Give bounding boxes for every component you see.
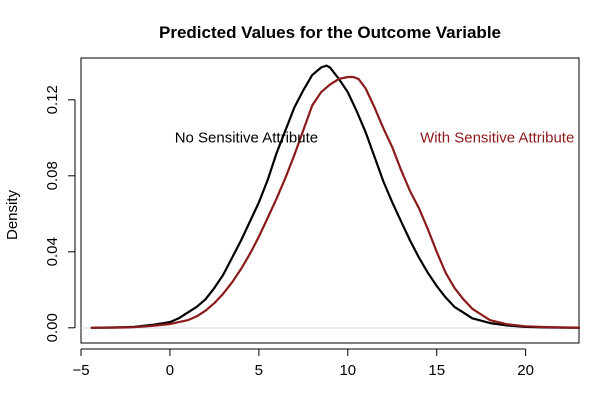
annotation-layer: No Sensitive Attribute With Sensitive Att… <box>175 130 575 147</box>
x-tick-label: 15 <box>428 362 445 379</box>
y-tick-label: 0.12 <box>44 85 61 114</box>
plot-frame <box>80 57 580 344</box>
x-tick-label: 10 <box>339 362 356 379</box>
y-tick-label: 0.08 <box>44 161 61 190</box>
y-axis-label: Density <box>4 189 21 240</box>
annotation-label: No Sensitive Attribute <box>175 130 318 147</box>
y-axis: 0.00 0.04 0.08 0.12 <box>44 85 76 342</box>
density-line-series-1 <box>90 75 581 329</box>
y-tick-label: 0.04 <box>44 237 61 266</box>
x-axis: −5 0 5 10 15 20 <box>72 348 534 379</box>
x-tick-label: 20 <box>517 362 534 379</box>
annotation-label: With Sensitive Attribute <box>420 130 574 147</box>
x-tick-label: 0 <box>166 362 174 379</box>
density-line-series-0 <box>90 64 581 329</box>
x-tick-label: 5 <box>255 362 263 379</box>
x-tick-label: −5 <box>72 362 89 379</box>
chart-title: Predicted Values for the Outcome Variabl… <box>159 23 501 42</box>
series-layer <box>90 64 581 329</box>
y-tick-label: 0.00 <box>44 313 61 342</box>
